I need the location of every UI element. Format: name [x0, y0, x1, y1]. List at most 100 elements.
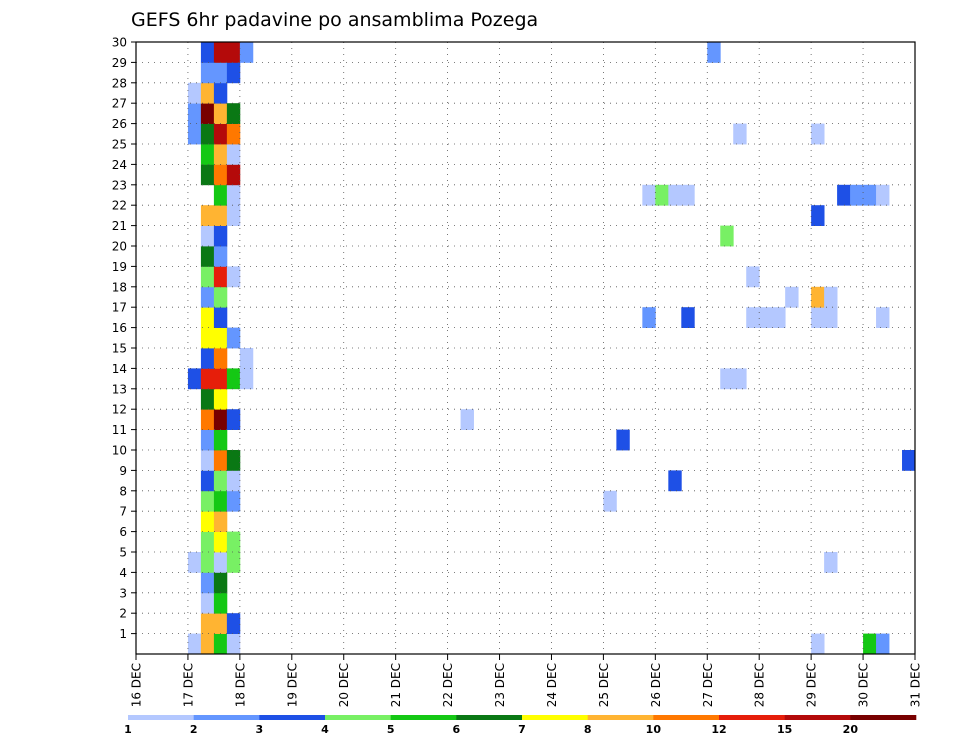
- heatmap-cell: [213, 62, 228, 84]
- y-tick-label: 6: [119, 525, 127, 539]
- y-tick-label: 17: [112, 301, 127, 315]
- heatmap-cell: [200, 123, 215, 145]
- heatmap-cell: [720, 225, 734, 247]
- y-tick-label: 10: [112, 444, 127, 458]
- heatmap-cell: [811, 307, 825, 328]
- heatmap-cell: [668, 184, 682, 206]
- colorbar-label: 5: [387, 723, 395, 736]
- heatmap-cell: [213, 388, 228, 410]
- heatmap-cell: [226, 450, 241, 471]
- heatmap-cell: [226, 184, 241, 206]
- heatmap-cell: [200, 246, 215, 267]
- heatmap-cell: [239, 42, 254, 63]
- x-tick-label: 26 DEC: [649, 663, 663, 707]
- y-tick-label: 15: [112, 342, 127, 356]
- heatmap-cell: [460, 409, 474, 430]
- heatmap-cell: [200, 429, 215, 451]
- heatmap-cell: [759, 307, 773, 328]
- x-tick-label: 18 DEC: [233, 663, 247, 707]
- colorbar-segment: [259, 715, 326, 720]
- y-tick-label: 13: [112, 382, 127, 396]
- y-tick-label: 5: [119, 546, 127, 560]
- heatmap-cell: [213, 552, 228, 573]
- heatmap-cell: [213, 613, 228, 634]
- heatmap-cell: [213, 123, 228, 145]
- heatmap-cell: [746, 307, 760, 328]
- x-tick-label: 30 DEC: [857, 663, 871, 707]
- heatmap-cell: [824, 552, 838, 573]
- y-tick-label: 24: [112, 158, 127, 172]
- heatmap-cell: [642, 184, 656, 206]
- heatmap-cell: [200, 511, 215, 532]
- heatmap-cell: [200, 144, 215, 165]
- heatmap-cell: [785, 286, 799, 308]
- heatmap-cell: [707, 42, 721, 63]
- heatmap-cell: [200, 613, 215, 634]
- heatmap-cell: [226, 327, 241, 349]
- heatmap-cell: [200, 450, 215, 471]
- heatmap-cell: [213, 225, 228, 247]
- y-tick-label: 30: [112, 36, 127, 50]
- heatmap-cell: [213, 633, 228, 655]
- heatmap-cell: [200, 103, 215, 124]
- heatmap-cell: [213, 511, 228, 532]
- heatmap-cell: [187, 552, 202, 573]
- colorbar-segment: [587, 715, 654, 720]
- heatmap-cell: [746, 266, 760, 288]
- heatmap-cell: [213, 450, 228, 471]
- y-tick-label: 12: [112, 403, 127, 417]
- heatmap-cell: [239, 348, 254, 369]
- heatmap-cell: [772, 307, 786, 328]
- colorbar-label: 8: [584, 723, 592, 736]
- y-tick-label: 16: [112, 321, 127, 335]
- heatmap-cell: [200, 266, 215, 288]
- heatmap-cell: [213, 368, 228, 390]
- axis-ticks: 1234567891011121314151617181920212223242…: [112, 36, 923, 708]
- heatmap-cell: [200, 205, 215, 226]
- x-tick-label: 21 DEC: [389, 663, 403, 707]
- heatmap-cell: [226, 123, 241, 145]
- heatmap-cell: [811, 205, 825, 226]
- y-tick-label: 2: [119, 607, 127, 621]
- heatmap-cell: [850, 184, 864, 206]
- y-tick-label: 7: [119, 505, 127, 519]
- colorbar-segment: [850, 715, 917, 720]
- heatmap-cell: [200, 368, 215, 390]
- x-tick-label: 19 DEC: [285, 663, 299, 707]
- y-tick-label: 3: [119, 586, 127, 600]
- heatmap-cell: [226, 205, 241, 226]
- heatmap-cell: [642, 307, 656, 328]
- heatmap-cell: [226, 42, 241, 63]
- heatmap-cell: [226, 62, 241, 84]
- y-tick-label: 27: [112, 97, 127, 111]
- heatmap-cell: [200, 164, 215, 186]
- heatmap-cell: [226, 490, 241, 512]
- heatmap-cell: [213, 429, 228, 451]
- heatmap-cell: [213, 531, 228, 553]
- y-tick-label: 1: [119, 627, 127, 641]
- heatmap-cell: [213, 205, 228, 226]
- x-tick-label: 17 DEC: [181, 663, 195, 707]
- heatmap-cell: [200, 286, 215, 308]
- heatmap-cell: [187, 103, 202, 124]
- heatmap-cell: [668, 470, 682, 492]
- colorbar-segment: [390, 715, 457, 720]
- plot-frame: [135, 41, 916, 655]
- heatmap-cell: [200, 82, 215, 104]
- colorbar-label: 20: [843, 723, 859, 736]
- y-tick-label: 21: [112, 219, 127, 233]
- colorbar-label: 4: [321, 723, 329, 736]
- heatmap-cell: [200, 592, 215, 614]
- heatmap-cell: [213, 144, 228, 165]
- y-tick-label: 29: [112, 56, 127, 70]
- colorbar-label: 6: [453, 723, 461, 736]
- heatmap-cell: [200, 327, 215, 349]
- heatmap-cell: [200, 348, 215, 369]
- heatmap-cell: [200, 388, 215, 410]
- heatmap-cell: [213, 490, 228, 512]
- colorbar-label: 12: [711, 723, 726, 736]
- heatmap-cell: [863, 184, 877, 206]
- grid-lines: [136, 42, 915, 654]
- colorbar-label: 7: [518, 723, 526, 736]
